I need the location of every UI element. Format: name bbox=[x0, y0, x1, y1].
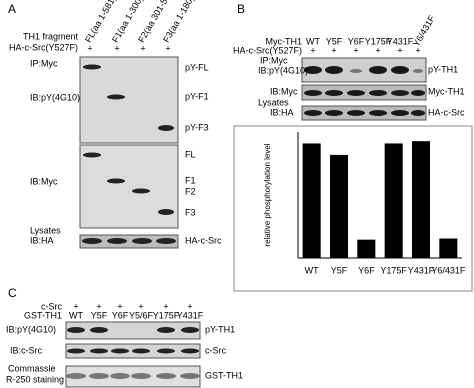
row-label: HA-c-Src(Y527F) bbox=[9, 42, 78, 52]
plus-sign: + bbox=[114, 43, 119, 53]
column-label: Y6/431F bbox=[411, 13, 437, 48]
band-label: pY-TH1 bbox=[205, 324, 235, 334]
blot-label: IB:pY(4G10) bbox=[258, 65, 308, 75]
blot-label: IB:Myc bbox=[270, 86, 298, 96]
y-axis-label: relative phosphorylation level bbox=[263, 143, 272, 246]
bar bbox=[357, 239, 376, 258]
bands bbox=[304, 66, 425, 116]
band-label: pY-FL bbox=[185, 62, 209, 72]
plus-sign: + bbox=[415, 45, 420, 55]
plus-sign: + bbox=[96, 301, 101, 311]
x-tick-label: Y431F bbox=[408, 265, 435, 275]
plus-sign: + bbox=[397, 45, 402, 55]
plus-sign: + bbox=[87, 43, 92, 53]
column-label: Y6F bbox=[348, 36, 365, 46]
row-label: GST-TH1 bbox=[24, 310, 62, 320]
column-label: Y5/6F bbox=[129, 310, 154, 320]
x-tick-label: WT bbox=[305, 265, 319, 275]
blot-label: IP:Myc bbox=[30, 58, 58, 68]
plus-sign: + bbox=[310, 45, 315, 55]
plus-sign: + bbox=[138, 301, 143, 311]
band-label: HA-c-Src bbox=[185, 235, 222, 245]
blot-label: IB:Myc bbox=[30, 176, 58, 186]
row-label: c-Src bbox=[41, 301, 62, 311]
column-label: Y431F bbox=[177, 310, 204, 320]
band-label: GST-TH1 bbox=[205, 370, 243, 380]
bar bbox=[384, 143, 403, 258]
band-label: FL bbox=[185, 149, 196, 159]
band-label: Myc-TH1 bbox=[428, 86, 465, 96]
column-label: Y431F bbox=[387, 36, 414, 46]
blot-label: IP:Myc bbox=[260, 55, 288, 65]
bar bbox=[302, 143, 321, 258]
band-label: c-Src bbox=[205, 345, 226, 355]
blot bbox=[65, 321, 201, 340]
plus-sign: + bbox=[165, 43, 170, 53]
column-label: Y6F bbox=[112, 310, 129, 320]
blot-label: IB:pY(4G10) bbox=[30, 92, 80, 102]
blot-label: Lysates bbox=[258, 97, 289, 107]
row-label: Myc-TH1 bbox=[266, 36, 303, 46]
column-label: Y175F bbox=[153, 310, 180, 320]
blot-label: Lysates bbox=[30, 225, 61, 235]
bar bbox=[439, 238, 458, 258]
blot-label: IB:pY(4G10) bbox=[6, 324, 56, 334]
bar bbox=[411, 141, 431, 258]
column-label: WT bbox=[69, 310, 83, 320]
blot bbox=[79, 234, 179, 249]
plus-sign: + bbox=[353, 45, 358, 55]
band-label: HA-c-Src bbox=[428, 107, 465, 117]
blot-label: IB:HA bbox=[270, 107, 294, 117]
x-tick-label: Y175F bbox=[380, 265, 407, 275]
plus-sign: + bbox=[187, 301, 192, 311]
plus-sign: + bbox=[73, 301, 78, 311]
x-tick-label: Y5F bbox=[331, 265, 348, 275]
row-label: TH1 fragment bbox=[23, 31, 79, 41]
bar bbox=[329, 154, 349, 258]
blot-label: IB:c-Src bbox=[10, 345, 43, 355]
column-label: Y5F bbox=[326, 36, 343, 46]
plus-sign: + bbox=[331, 45, 336, 55]
plus-sign: + bbox=[117, 301, 122, 311]
band-label: F3 bbox=[185, 207, 196, 217]
band-label: pY-TH1 bbox=[428, 64, 458, 74]
band-label: pY-F3 bbox=[185, 122, 209, 132]
panel-label: B bbox=[237, 2, 245, 16]
plus-sign: + bbox=[140, 43, 145, 53]
blot-label: IB:HA bbox=[30, 235, 54, 245]
row-label: HA-c-Src(Y527F) bbox=[233, 45, 302, 55]
panel-label: C bbox=[8, 286, 17, 300]
plus-sign: + bbox=[163, 301, 168, 311]
blot-label: R-250 staining bbox=[6, 374, 64, 384]
blot bbox=[79, 144, 179, 229]
bands bbox=[66, 327, 200, 379]
band-label: F1 bbox=[185, 175, 196, 185]
x-tick-label: Y6/431F bbox=[431, 265, 466, 275]
band-label: pY-F1 bbox=[185, 91, 209, 101]
panel-label: A bbox=[8, 2, 16, 16]
x-tick-label: Y6F bbox=[358, 265, 375, 275]
column-label: Y175F bbox=[365, 36, 392, 46]
band-label: F2 bbox=[185, 186, 196, 196]
bands bbox=[82, 64, 176, 244]
chart-frame bbox=[233, 125, 473, 292]
column-label: WT bbox=[306, 36, 320, 46]
column-label: Y5F bbox=[91, 310, 108, 320]
plus-sign: + bbox=[375, 45, 380, 55]
blot-label: Commassie bbox=[8, 363, 56, 373]
